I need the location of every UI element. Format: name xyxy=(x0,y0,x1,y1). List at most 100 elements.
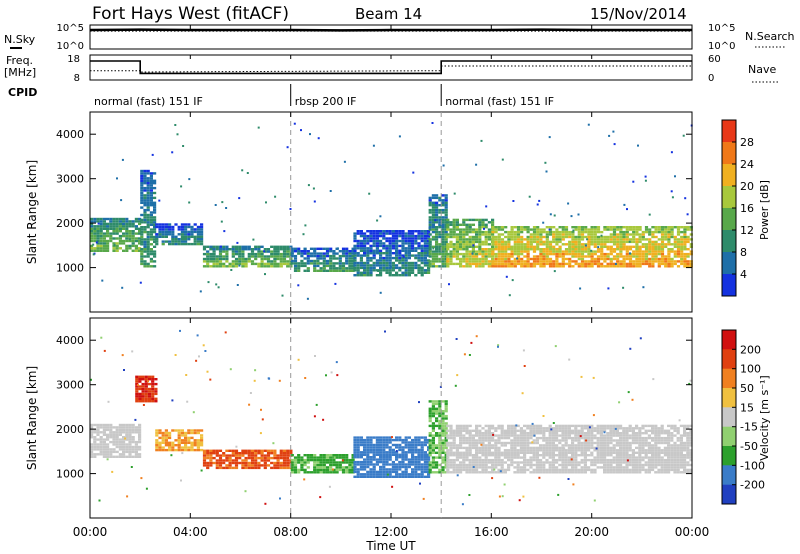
heatmap-cell xyxy=(196,230,200,234)
heatmap-cell xyxy=(231,452,235,455)
heatmap-cell xyxy=(441,245,445,248)
heatmap-cell xyxy=(125,426,129,429)
heatmap-cell xyxy=(497,238,501,241)
heatmap-cell xyxy=(638,468,642,472)
heatmap-cell xyxy=(206,265,210,268)
heatmap-cell xyxy=(590,427,594,430)
heatmap-cell xyxy=(590,265,594,268)
heatmap-cell xyxy=(423,458,427,461)
heatmap-cell xyxy=(138,431,142,434)
heatmap-cell xyxy=(184,240,188,243)
heatmap-cell xyxy=(102,455,106,458)
heatmap-cell xyxy=(332,454,336,457)
heatmap-cell xyxy=(234,464,239,467)
heatmap-cell xyxy=(539,458,543,462)
heatmap-cell xyxy=(359,266,363,270)
heatmap-cell xyxy=(446,218,450,222)
heatmap-cell xyxy=(407,247,411,250)
scatter-echo xyxy=(214,204,217,206)
heatmap-cell xyxy=(193,223,197,226)
heatmap-cell xyxy=(455,245,459,248)
heatmap-cell xyxy=(475,228,479,231)
heatmap-cell xyxy=(286,449,290,452)
heatmap-cell xyxy=(513,238,517,241)
heatmap-cell xyxy=(657,265,661,268)
heatmap-cell xyxy=(407,451,411,454)
heatmap-cell xyxy=(356,266,360,270)
heatmap-cell xyxy=(622,257,626,261)
heatmap-cell xyxy=(455,226,459,229)
heatmap-cell xyxy=(428,238,432,241)
heatmap-cell xyxy=(401,465,405,469)
heatmap-cell xyxy=(96,448,100,451)
heatmap-cell xyxy=(459,429,463,432)
heatmap-cell xyxy=(449,255,453,258)
heatmap-cell xyxy=(441,400,445,403)
heatmap-cell xyxy=(353,463,357,466)
heatmap-cell xyxy=(686,248,690,251)
heatmap-cell xyxy=(193,448,197,452)
heatmap-cell xyxy=(616,228,620,231)
heatmap-cell xyxy=(625,429,629,432)
heatmap-cell xyxy=(385,453,389,456)
heatmap-cell xyxy=(234,262,239,266)
heatmap-cell xyxy=(459,252,463,256)
heatmap-cell xyxy=(471,429,475,432)
heatmap-cell xyxy=(606,262,610,266)
heatmap-cell xyxy=(583,434,587,437)
heatmap-cell xyxy=(316,461,320,464)
scatter-echo xyxy=(612,130,615,133)
heatmap-cell xyxy=(667,230,671,234)
heatmap-cell xyxy=(366,239,370,243)
heatmap-cell xyxy=(109,448,113,451)
heatmap-cell xyxy=(438,449,442,452)
heatmap-cell xyxy=(497,235,501,239)
heatmap-cell xyxy=(503,434,507,437)
heatmap-cell xyxy=(593,252,597,256)
heatmap-cell xyxy=(596,446,600,450)
heatmap-cell xyxy=(647,451,651,454)
heatmap-cell xyxy=(676,245,681,248)
heatmap-cell xyxy=(250,252,255,256)
heatmap-cell xyxy=(303,463,307,467)
heatmap-cell xyxy=(462,458,466,462)
heatmap-cell xyxy=(168,434,172,437)
heatmap-cell xyxy=(491,265,495,268)
heatmap-cell xyxy=(625,463,629,467)
heatmap-cell xyxy=(548,260,553,263)
heatmap-cell xyxy=(369,264,373,267)
heatmap-cell xyxy=(338,454,342,457)
heatmap-cell xyxy=(420,463,424,466)
heatmap-cell xyxy=(332,254,336,258)
heatmap-cell xyxy=(382,230,386,233)
heatmap-cell xyxy=(571,436,575,440)
heatmap-cell xyxy=(177,238,181,241)
heatmap-cell xyxy=(200,233,204,236)
heatmap-cell xyxy=(423,470,427,474)
heatmap-cell xyxy=(654,456,658,459)
heatmap-cell xyxy=(106,453,110,456)
heatmap-cell xyxy=(263,257,267,261)
heatmap-cell xyxy=(465,243,469,246)
heatmap-cell xyxy=(335,267,339,270)
heatmap-cell xyxy=(427,271,431,274)
heatmap-cell xyxy=(471,441,475,445)
heatmap-cell xyxy=(444,194,448,197)
heatmap-cell xyxy=(401,256,405,260)
heatmap-cell xyxy=(144,395,148,398)
heatmap-cell xyxy=(478,429,482,432)
heatmap-cell xyxy=(561,250,565,253)
heatmap-cell xyxy=(603,449,607,452)
heatmap-cell xyxy=(465,458,469,462)
heatmap-cell xyxy=(290,471,294,474)
heatmap-cell xyxy=(118,433,122,436)
heatmap-cell xyxy=(519,436,523,440)
heatmap-cell xyxy=(338,262,342,265)
heatmap-cell xyxy=(177,240,181,243)
heatmap-cell xyxy=(542,466,546,469)
heatmap-cell xyxy=(359,468,363,471)
heatmap-cell xyxy=(574,427,578,430)
heatmap-cell xyxy=(484,454,488,457)
heatmap-cell xyxy=(526,458,530,462)
heatmap-cell xyxy=(475,463,479,467)
